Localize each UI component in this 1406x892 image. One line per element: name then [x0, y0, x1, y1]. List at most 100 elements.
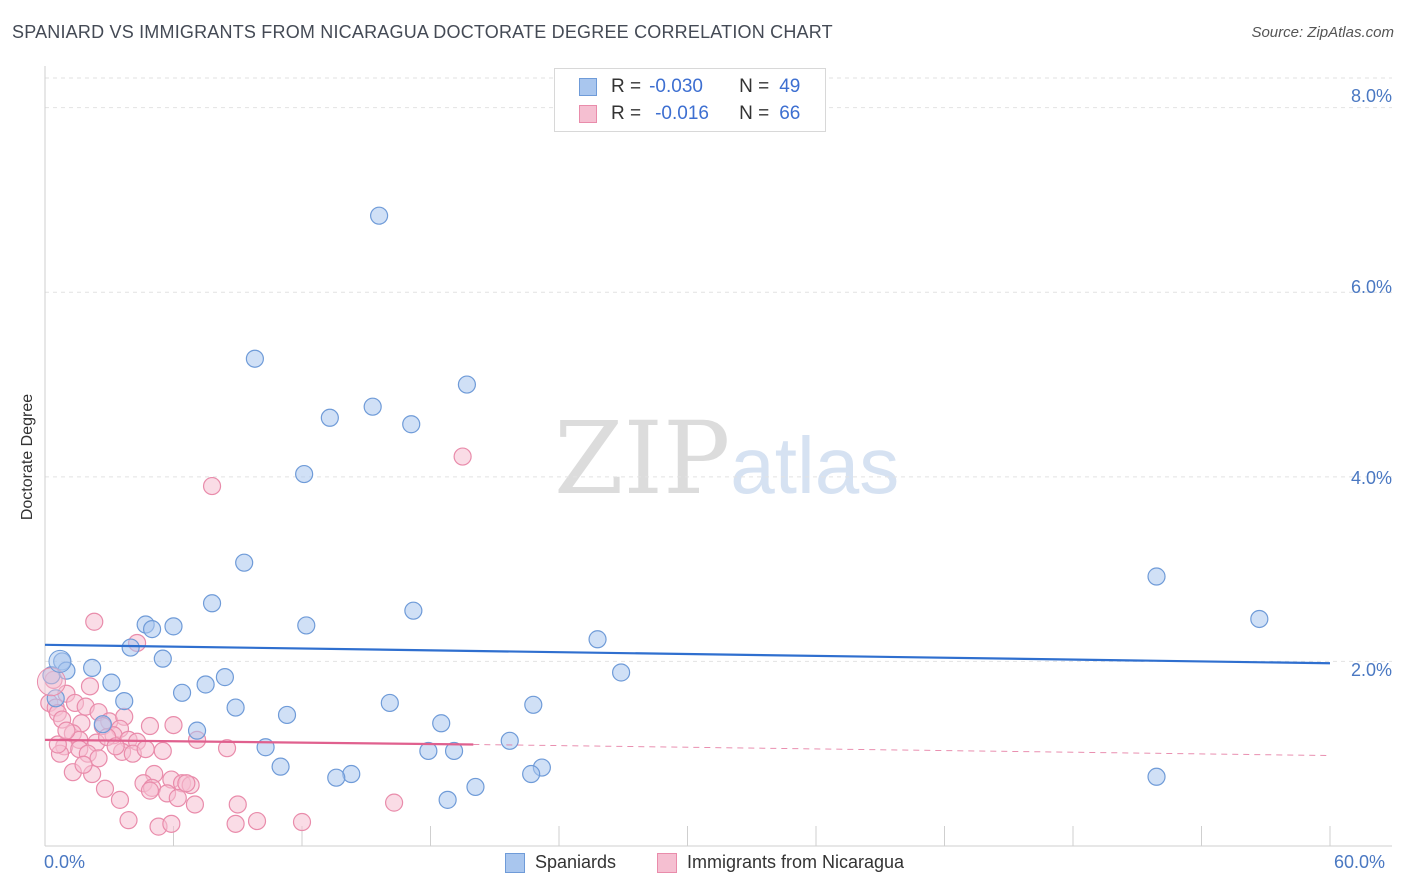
spaniard-point — [93, 715, 112, 734]
spaniard-point — [196, 675, 215, 694]
nicaragua-point — [185, 795, 205, 814]
spaniard-point — [187, 721, 207, 740]
bottom-legend-label: Spaniards — [535, 852, 617, 872]
y-tick-label: 4.0% — [1350, 468, 1392, 488]
legend-n-label: N = — [739, 76, 770, 97]
spaniard-point — [438, 790, 457, 809]
spaniard-point — [48, 649, 72, 673]
nicaragua-point — [74, 755, 93, 774]
bottom-legend-spaniards: Spaniards — [505, 852, 616, 873]
spaniard-point — [215, 668, 234, 687]
spaniard-point — [226, 698, 245, 717]
bottom-legend-swatch-blue — [505, 852, 525, 873]
legend: R = -0.030 N = 49 R = -0.016 N = 66 — [554, 68, 826, 132]
legend-row-nicaragua: R = -0.016 N = 66 — [579, 102, 800, 126]
nicaragua-point — [217, 739, 237, 758]
spaniard-point — [297, 616, 316, 635]
spaniard-point — [524, 695, 543, 714]
spaniard-point — [164, 617, 183, 636]
nicaragua-point — [384, 793, 404, 812]
spaniard-point — [320, 408, 339, 427]
nicaragua-point — [95, 779, 115, 798]
nicaragua-point — [168, 788, 187, 808]
watermark-atlas: atlas — [730, 421, 900, 510]
source-label: Source: ZipAtlas.com — [1251, 24, 1394, 41]
spaniard-point — [1250, 609, 1269, 629]
spaniard-point — [245, 349, 264, 368]
spaniard-point — [327, 768, 346, 787]
spaniard-point — [271, 757, 290, 776]
nicaragua-point — [453, 447, 472, 466]
spaniard-point — [500, 731, 519, 750]
spaniard-point — [46, 689, 65, 708]
spaniard-point — [83, 658, 102, 677]
spaniard-point — [522, 764, 541, 784]
nicaragua-point — [226, 814, 245, 833]
spaniard-point — [444, 741, 464, 761]
spaniard-point — [402, 415, 421, 434]
legend-n-value: 66 — [779, 103, 801, 124]
spaniard-point — [419, 741, 438, 761]
spaniard-trend-line — [44, 643, 1331, 665]
spaniard-point — [457, 375, 477, 394]
spaniard-point — [142, 620, 162, 639]
nicaragua-point — [57, 721, 76, 740]
nicaragua-point — [106, 737, 125, 756]
nicaragua-trend-line — [44, 738, 474, 746]
spaniard-point — [612, 663, 631, 682]
legend-r-label: R = — [611, 103, 642, 124]
bottom-legend-label: Immigrants from Nicaragua — [687, 852, 905, 872]
legend-n-value: 49 — [779, 76, 801, 97]
bottom-legend-nicaragua: Immigrants from Nicaragua — [657, 852, 904, 873]
nicaragua-point — [119, 811, 138, 830]
chart-title: SPANIARD VS IMMIGRANTS FROM NICARAGUA DO… — [12, 22, 833, 42]
nicaragua-point — [80, 677, 100, 696]
nicaragua-point — [228, 795, 247, 814]
spaniard-point — [115, 692, 134, 711]
nicaragua-point — [177, 774, 196, 793]
spaniard-point — [172, 683, 192, 702]
legend-r-value: -0.016 — [655, 103, 709, 124]
nicaragua-point — [85, 612, 104, 631]
watermark-zip: ZIP — [554, 400, 731, 517]
nicaragua-point — [153, 741, 172, 761]
legend-r-value: -0.030 — [649, 76, 703, 97]
x-tick-label: 0.0% — [44, 852, 86, 872]
spaniard-point — [466, 777, 485, 797]
spaniard-point — [121, 638, 140, 657]
legend-swatch-blue — [579, 78, 597, 96]
spaniard-point — [1147, 767, 1166, 786]
nicaragua-point — [164, 716, 183, 735]
nicaragua-point — [110, 790, 130, 809]
y-tick-label: 6.0% — [1350, 277, 1392, 297]
spaniard-point — [153, 649, 172, 668]
spaniard-point — [380, 693, 399, 713]
spaniard-point — [1147, 567, 1166, 586]
nicaragua-point — [140, 716, 160, 736]
spaniard-point — [295, 464, 314, 484]
legend-swatch-pink — [579, 105, 597, 123]
nicaragua-point — [136, 739, 155, 759]
nicaragua-point — [140, 781, 160, 800]
y-tick-label: 2.0% — [1350, 660, 1392, 680]
watermark: ZIPatlas — [554, 400, 899, 517]
bottom-legend-swatch-pink — [657, 852, 677, 873]
legend-r-label: R = — [611, 76, 642, 97]
spaniard-point — [235, 553, 254, 572]
legend-row-spaniards: R = -0.030 N = 49 — [579, 75, 800, 99]
spaniard-point — [342, 764, 361, 784]
nicaragua-point — [89, 749, 108, 768]
nicaragua-point — [292, 812, 312, 832]
nicaragua-point — [162, 814, 181, 833]
spaniard-point — [404, 601, 423, 620]
legend-n-label: N = — [739, 103, 770, 124]
spaniard-point — [363, 397, 382, 416]
x-tick-label: 60.0% — [1334, 852, 1386, 872]
spaniard-point — [277, 705, 297, 725]
spaniard-point — [588, 630, 607, 649]
nicaragua-trend-extension — [473, 743, 1331, 757]
spaniard-point — [432, 714, 451, 733]
spaniard-point — [102, 673, 121, 692]
nicaragua-point — [247, 811, 267, 831]
